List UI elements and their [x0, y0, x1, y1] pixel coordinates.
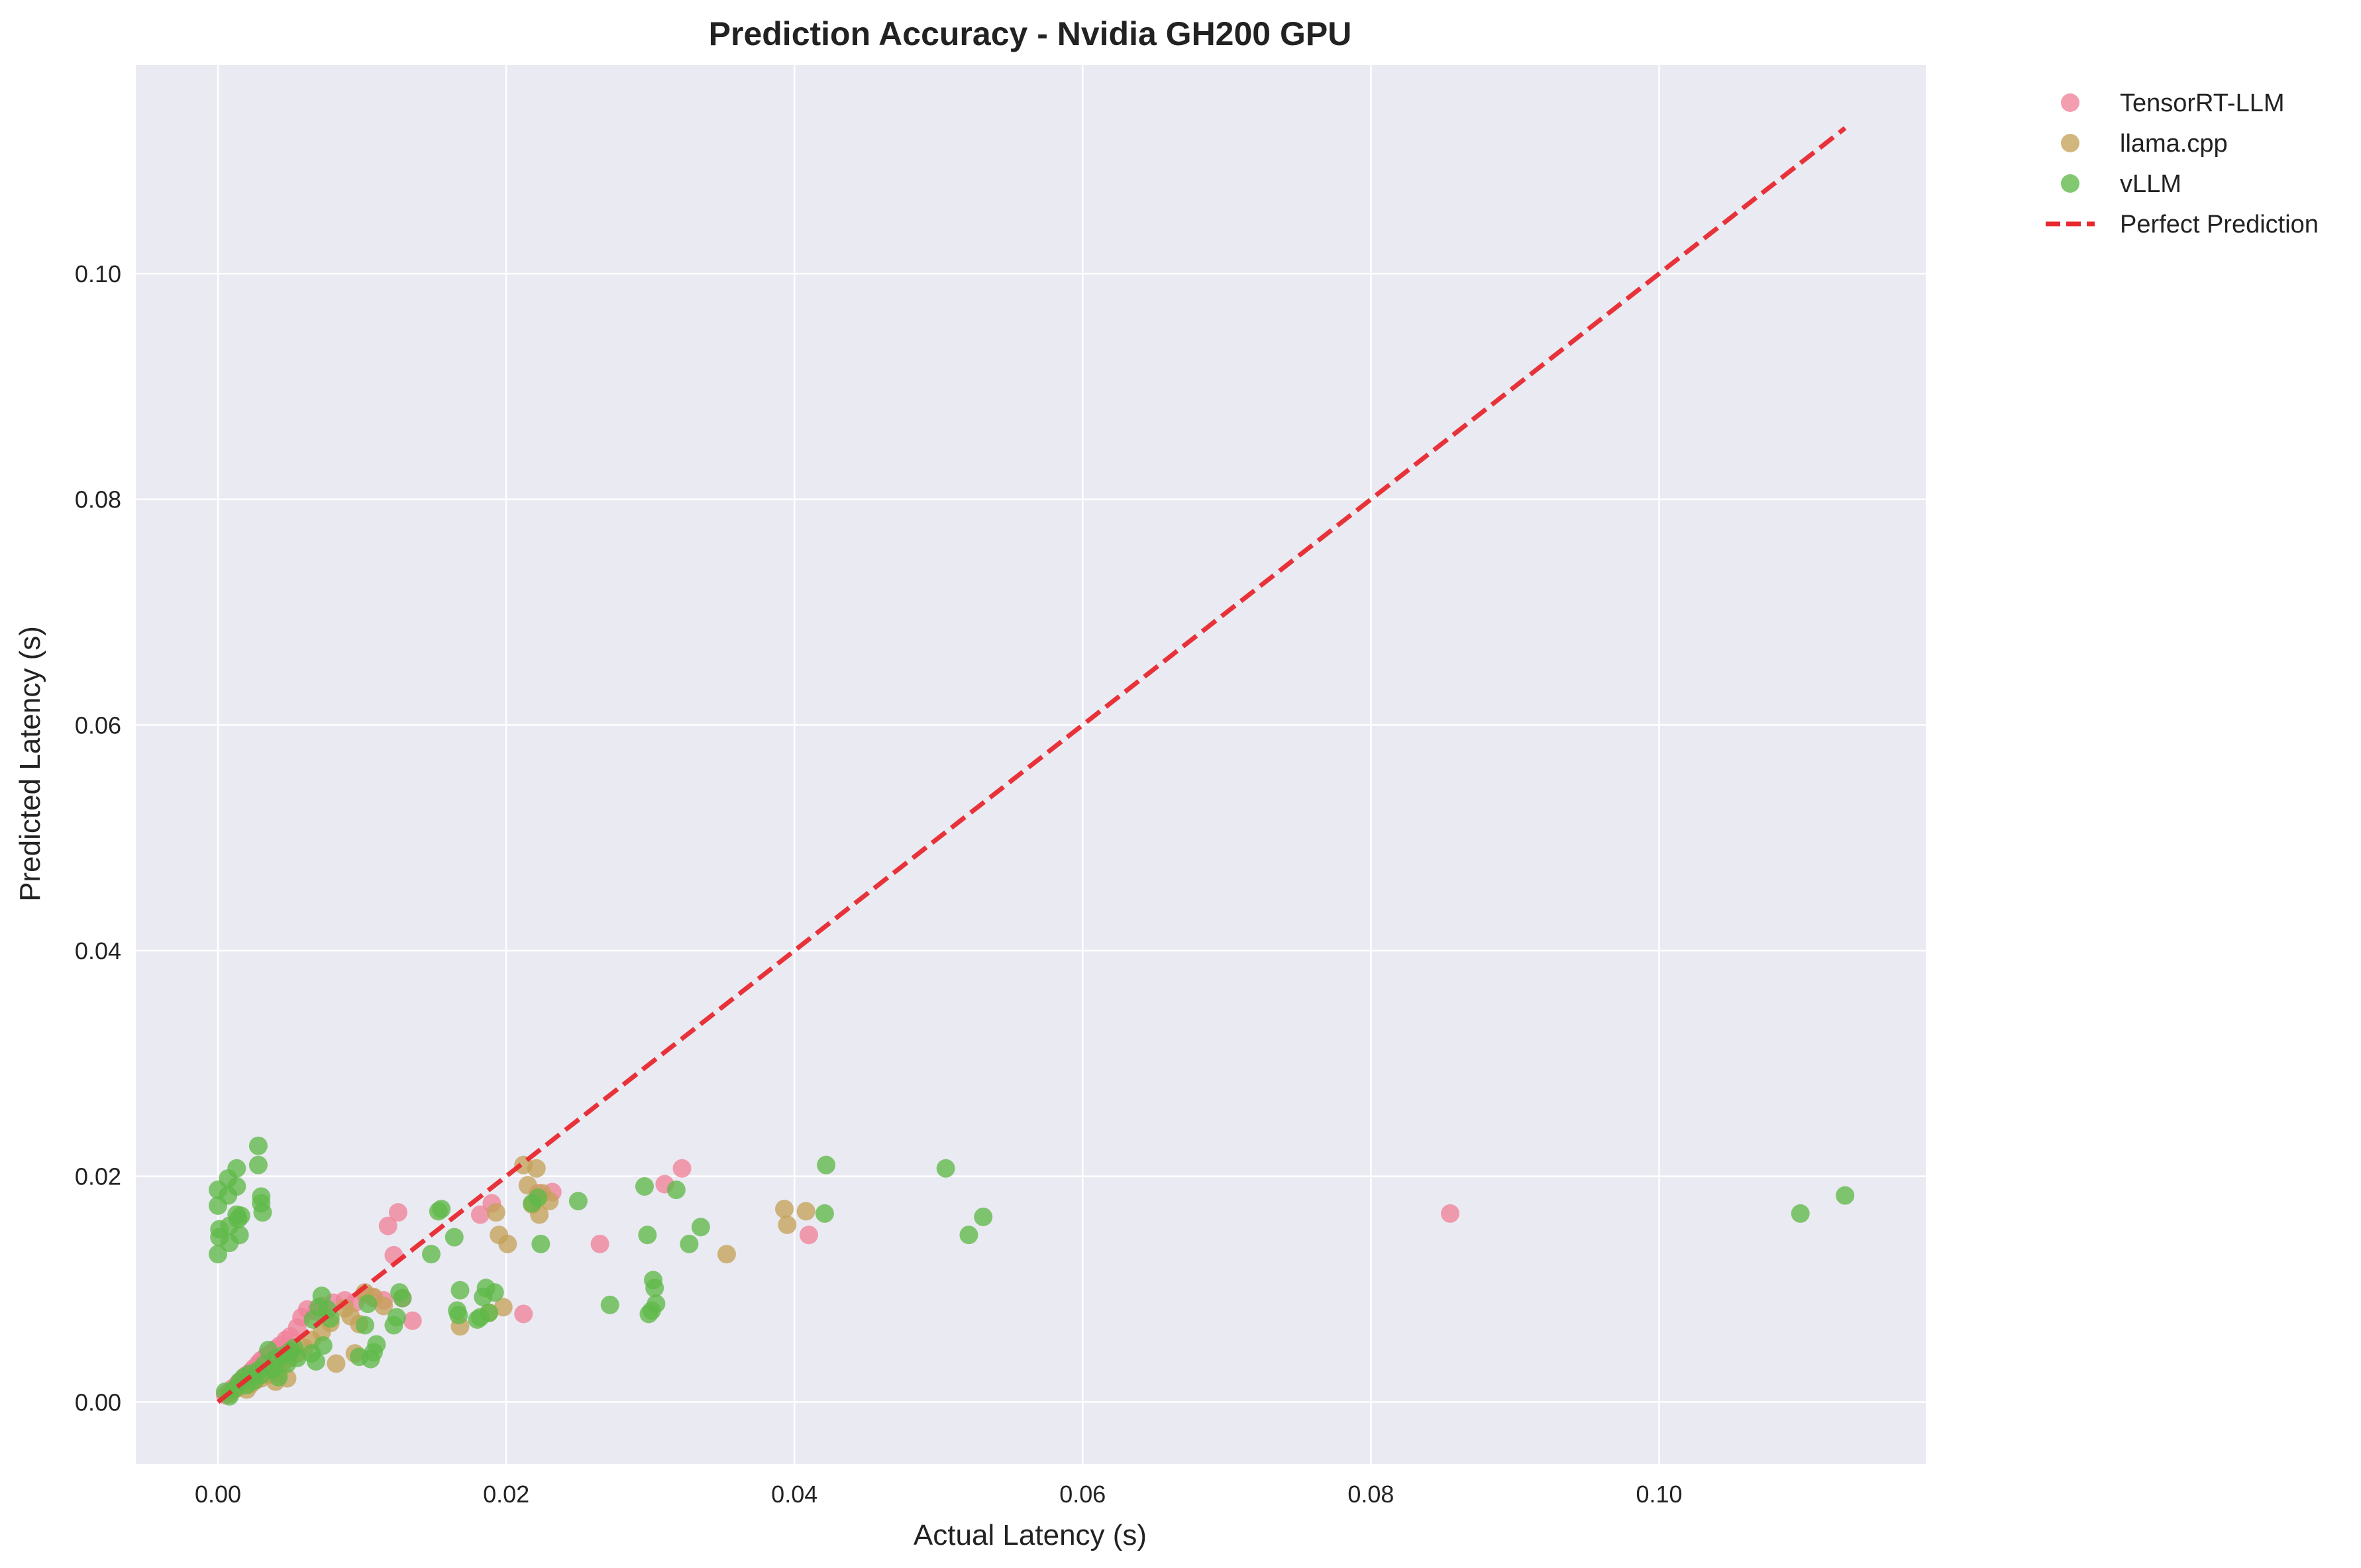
data-point	[269, 1367, 288, 1386]
x-axis-ticks: 0.00 0.02 0.04 0.06 0.08 0.10	[195, 1481, 1683, 1508]
data-point	[248, 1136, 268, 1155]
data-point	[817, 1155, 836, 1175]
legend-label: TensorRT-LLM	[2120, 89, 2285, 117]
data-point	[313, 1336, 333, 1355]
y-axis-label: Predicted Latency (s)	[14, 626, 46, 902]
y-tick-label: 0.06	[75, 711, 121, 739]
data-point	[470, 1205, 490, 1224]
x-tick-label: 0.04	[771, 1481, 817, 1508]
data-point	[531, 1234, 551, 1253]
data-point	[635, 1177, 654, 1196]
x-tick-label: 0.10	[1636, 1481, 1682, 1508]
data-point	[680, 1234, 699, 1253]
data-point	[306, 1352, 325, 1371]
y-axis-ticks: 0.00 0.02 0.04 0.06 0.08 0.10	[75, 260, 121, 1416]
data-point	[421, 1245, 441, 1264]
data-point	[645, 1279, 664, 1298]
data-point	[358, 1294, 378, 1314]
y-tick-label: 0.02	[75, 1163, 121, 1190]
legend-entry: vLLM	[2061, 170, 2181, 198]
data-point	[717, 1245, 736, 1264]
x-tick-label: 0.00	[195, 1481, 241, 1508]
data-point	[432, 1200, 451, 1219]
data-point	[518, 1176, 537, 1195]
legend-marker	[2061, 93, 2079, 112]
data-point	[600, 1295, 619, 1314]
x-tick-label: 0.02	[483, 1481, 529, 1508]
legend-entry: Perfect Prediction	[2046, 211, 2319, 238]
legend-label: Perfect Prediction	[2120, 211, 2319, 238]
data-point	[378, 1216, 397, 1235]
data-point	[480, 1303, 499, 1322]
data-point	[514, 1304, 533, 1324]
data-point	[209, 1245, 228, 1264]
legend-label: llama.cpp	[2120, 130, 2228, 158]
data-point	[1791, 1204, 1810, 1223]
data-point	[672, 1159, 692, 1178]
legend-entry: TensorRT-LLM	[2061, 89, 2285, 117]
legend-marker	[2061, 134, 2079, 152]
data-point	[327, 1354, 346, 1373]
legend: TensorRT-LLM llama.cpp vLLM Perfect Predict…	[2046, 89, 2319, 238]
y-tick-label: 0.08	[75, 486, 121, 513]
data-point	[691, 1218, 710, 1237]
y-tick-label: 0.00	[75, 1388, 121, 1416]
legend-label: vLLM	[2120, 170, 2181, 198]
perfect-prediction-line	[216, 126, 1847, 1404]
data-point	[445, 1228, 464, 1247]
data-point	[374, 1296, 394, 1316]
data-point	[387, 1308, 406, 1327]
x-tick-label: 0.08	[1347, 1481, 1394, 1508]
data-point	[590, 1234, 609, 1253]
data-point	[959, 1226, 978, 1245]
grid	[136, 65, 1926, 1464]
data-point	[528, 1188, 547, 1208]
data-point	[974, 1207, 993, 1226]
data-point	[638, 1226, 657, 1245]
data-point	[367, 1335, 386, 1354]
data-point	[647, 1294, 666, 1314]
data-point	[288, 1348, 307, 1367]
data-point	[393, 1288, 412, 1308]
data-point	[796, 1202, 815, 1221]
data-point	[227, 1159, 246, 1178]
data-point	[227, 1177, 246, 1196]
data-point	[774, 1200, 794, 1219]
data-point	[230, 1226, 249, 1245]
data-point	[666, 1180, 686, 1200]
data-point	[449, 1306, 468, 1325]
data-point	[321, 1309, 340, 1328]
legend-marker	[2061, 174, 2079, 193]
data-point	[1441, 1204, 1460, 1223]
y-tick-label: 0.10	[75, 260, 121, 287]
data-point	[799, 1226, 818, 1245]
legend-entry: llama.cpp	[2061, 130, 2228, 158]
data-point	[450, 1281, 470, 1300]
data-point	[815, 1204, 834, 1223]
data-point	[388, 1203, 407, 1222]
data-point	[355, 1316, 374, 1335]
data-point	[778, 1215, 797, 1234]
data-point	[498, 1234, 517, 1253]
x-axis-label: Actual Latency (s)	[914, 1519, 1147, 1551]
data-point	[1836, 1186, 1855, 1205]
data-point	[568, 1192, 588, 1211]
data-point	[231, 1206, 250, 1226]
data-point	[253, 1203, 272, 1222]
scatter-points	[209, 1136, 1855, 1406]
chart-title: Prediction Accuracy - Nvidia GH200 GPU	[709, 15, 1352, 52]
data-point	[527, 1159, 546, 1178]
data-point	[486, 1203, 505, 1222]
data-point	[494, 1298, 513, 1317]
x-tick-label: 0.06	[1059, 1481, 1106, 1508]
data-point	[485, 1283, 504, 1302]
data-point	[403, 1311, 422, 1330]
data-point	[248, 1155, 268, 1175]
y-tick-label: 0.04	[75, 937, 121, 965]
data-point	[936, 1159, 955, 1178]
